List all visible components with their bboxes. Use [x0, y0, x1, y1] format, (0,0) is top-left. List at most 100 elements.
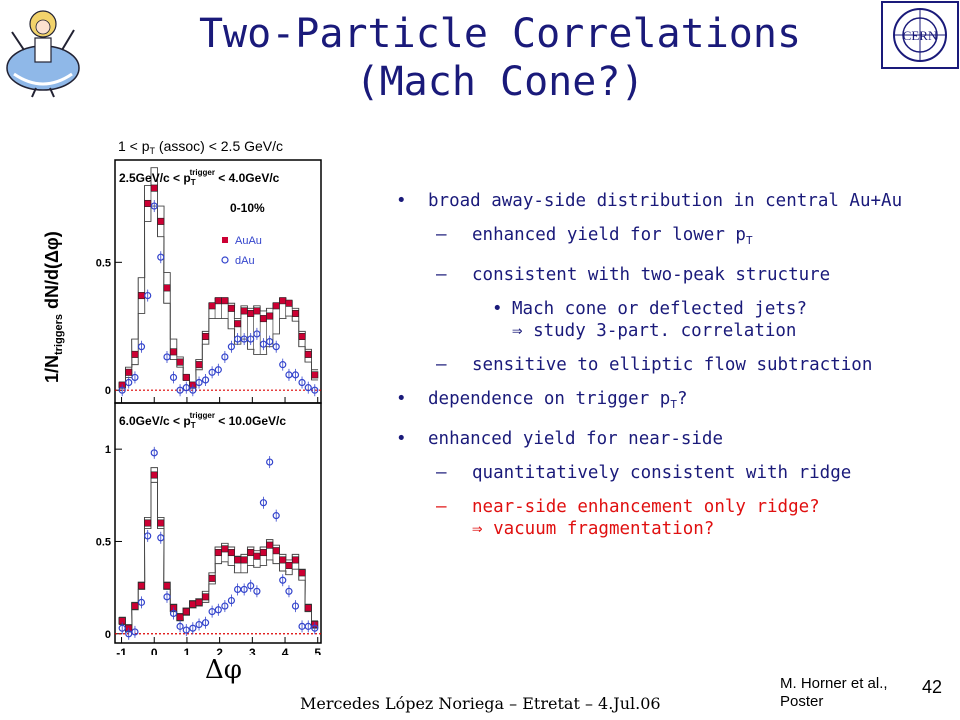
y-tick-label: 0.5 — [96, 536, 111, 548]
dau-point — [189, 386, 197, 394]
dau-point — [150, 202, 158, 210]
auau-point — [202, 332, 210, 340]
panel-label-pre: 6.0GeV/c < p — [119, 414, 191, 428]
dau-point — [118, 386, 126, 394]
auau-point — [253, 552, 261, 560]
auau-point — [253, 307, 261, 315]
auau-point — [176, 613, 184, 621]
reference: M. Horner et al., Poster — [780, 675, 888, 711]
auau-point — [163, 284, 171, 292]
auau-point — [221, 297, 229, 305]
reference-line2: Poster — [780, 693, 824, 710]
dau-point — [221, 602, 229, 610]
auau-point — [279, 556, 287, 564]
auau-point — [266, 312, 274, 320]
ylabel-sub: triggers — [53, 314, 65, 355]
bullet-near-side: enhanced yield for near-side — [392, 428, 912, 450]
auau-point — [279, 297, 287, 305]
legend-dau-label: dAu — [235, 255, 255, 267]
dau-point — [157, 253, 165, 261]
title-line-2: (Mach Cone?) — [355, 59, 645, 105]
dau-point — [157, 534, 165, 542]
dau-point — [253, 330, 261, 338]
auau-point — [304, 604, 312, 612]
dau-point — [137, 598, 146, 606]
dau-point — [131, 373, 139, 382]
auau-point — [195, 361, 203, 369]
panel-frame — [114, 402, 322, 644]
dau-point — [163, 353, 171, 361]
auau-point — [234, 320, 242, 328]
dau-point — [272, 512, 280, 520]
auau-point — [311, 371, 319, 379]
slide-title: Two-Particle Correlations (Mach Cone?) — [120, 10, 880, 106]
dau-point — [195, 378, 203, 387]
dau-point — [137, 343, 146, 351]
bullet-only-ridge: near-side enhancement only ridge?⇒ vacuu… — [392, 496, 912, 540]
auau-point — [285, 561, 293, 569]
dau-point — [247, 335, 255, 343]
bullet-only-ridge-line1: near-side enhancement only ridge? — [472, 497, 820, 517]
chart-header-sub: T — [149, 146, 156, 156]
dau-point — [259, 340, 268, 348]
dau-point — [311, 386, 319, 394]
auau-point — [247, 309, 255, 317]
auau-point — [144, 199, 152, 207]
bullet-trigger-text: dependence on trigger p — [428, 389, 671, 409]
page-number: 42 — [922, 677, 943, 697]
auau-point — [272, 302, 280, 310]
dau-point — [214, 366, 222, 374]
dau-point — [221, 353, 229, 361]
dau-point — [208, 368, 216, 376]
dau-point — [291, 602, 300, 610]
correlation-chart: 00.52.5GeV/c < pTtrigger < 4.0GeV/c0-10%… — [96, 159, 322, 655]
dau-point — [201, 376, 210, 384]
chart-header-pre: 1 < p — [118, 138, 150, 154]
auau-point — [285, 299, 293, 307]
auau-point — [227, 549, 235, 557]
dau-point — [195, 620, 203, 629]
centrality-label: 0-10% — [230, 201, 265, 215]
x-tick-label: 3 — [249, 646, 256, 655]
x-tick-label: 1 — [184, 646, 191, 655]
bullet-list: broad away-side distribution in central … — [392, 190, 912, 552]
auau-point — [240, 556, 248, 564]
dau-point — [291, 371, 300, 379]
band-upper — [118, 167, 319, 383]
auau-point — [163, 582, 171, 590]
dau-point — [144, 532, 152, 540]
dau-point — [285, 587, 293, 595]
dau-point — [253, 587, 261, 595]
auau-point — [259, 315, 267, 323]
dau-point — [176, 386, 184, 394]
svg-text:1/Ntriggers dN/d(Δφ): 1/Ntriggers dN/d(Δφ) — [42, 231, 65, 383]
panel-label-post: < 10.0GeV/c — [215, 414, 286, 428]
dau-point — [266, 458, 274, 466]
y-axis-label: 1/Ntriggers dN/d(Δφ) — [42, 231, 65, 383]
dau-point — [182, 626, 190, 634]
dau-point — [125, 378, 133, 387]
auau-point — [157, 217, 165, 225]
auau-point — [144, 519, 152, 527]
auau-point — [137, 582, 145, 590]
auau-point — [214, 297, 222, 305]
y-tick-label: 0 — [105, 385, 111, 397]
dau-point — [125, 630, 133, 638]
auau-point — [170, 348, 178, 356]
dau-point — [266, 338, 274, 346]
dau-point — [144, 291, 152, 300]
ylabel-post: dN/d(Δφ) — [42, 231, 62, 314]
bullet-ridge: quantitatively consistent with ridge — [392, 462, 912, 484]
dau-point — [311, 624, 319, 632]
panel-label-sub: T — [191, 178, 196, 187]
auau-point — [247, 549, 255, 557]
bullet-enhanced-yield-text: enhanced yield for lower p — [472, 225, 746, 245]
title-line-1: Two-Particle Correlations — [198, 11, 802, 57]
dau-point — [240, 585, 248, 594]
x-tick-label: -1 — [116, 646, 127, 655]
dau-point — [247, 582, 255, 590]
dau-point — [169, 609, 178, 618]
x-tick-label: 2 — [216, 646, 223, 655]
panel-trigger-label: 6.0GeV/c < pTtrigger < 10.0GeV/c — [119, 411, 286, 430]
dau-point — [227, 343, 236, 351]
